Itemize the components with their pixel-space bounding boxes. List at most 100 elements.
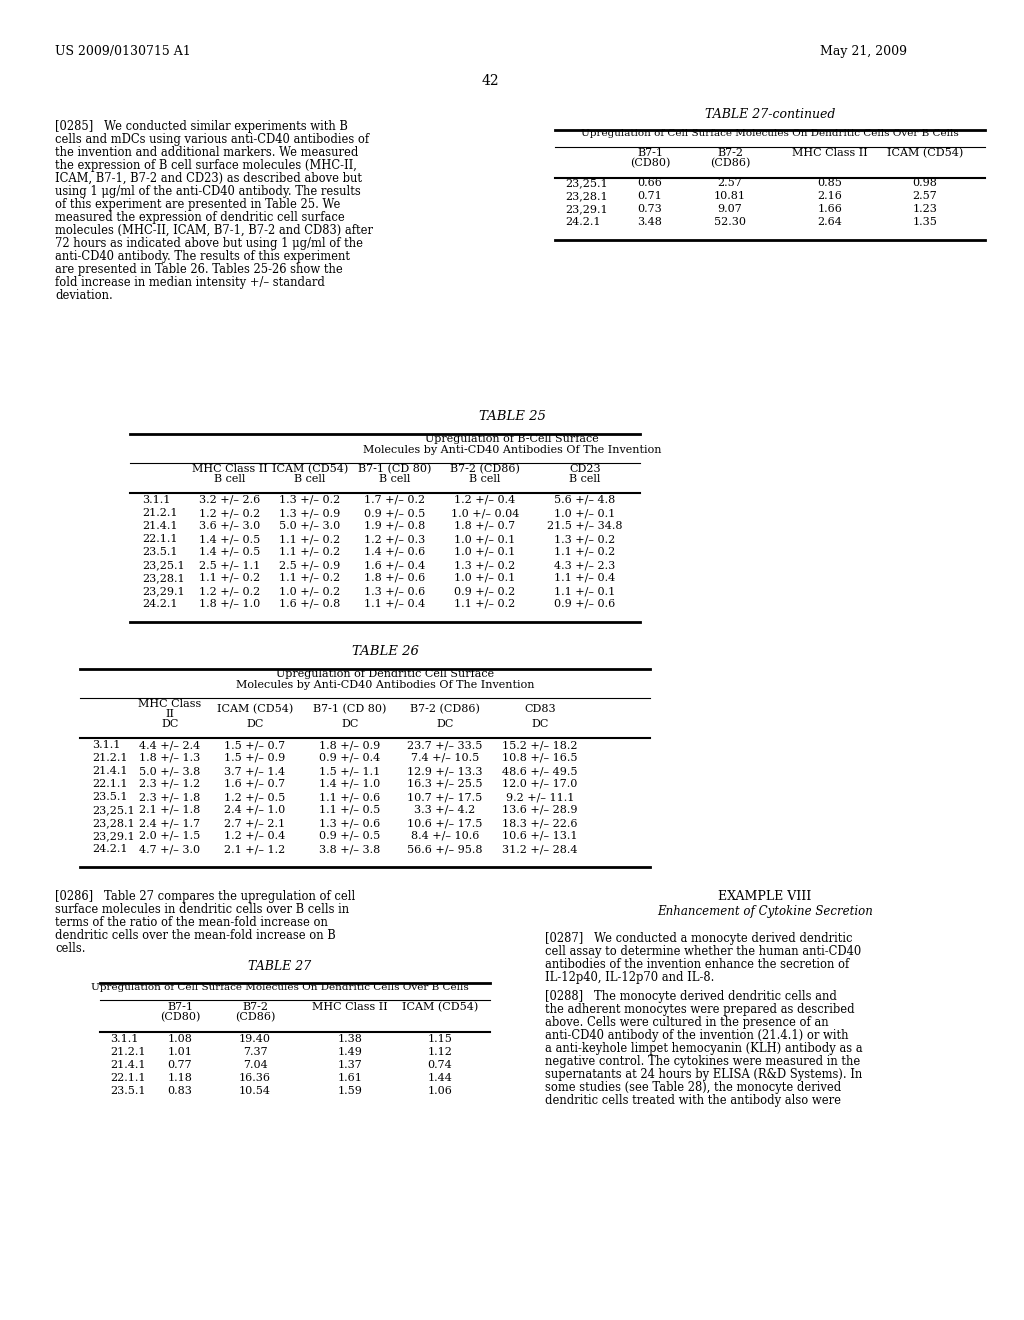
Text: (CD86): (CD86) [234, 1011, 275, 1022]
Text: 1.1 +/– 0.6: 1.1 +/– 0.6 [319, 792, 381, 803]
Text: II: II [166, 709, 174, 719]
Text: B7-2: B7-2 [242, 1002, 268, 1012]
Text: 1.1 +/– 0.2: 1.1 +/– 0.2 [455, 599, 516, 609]
Text: DC: DC [341, 719, 358, 729]
Text: 1.0 +/– 0.1: 1.0 +/– 0.1 [455, 535, 516, 544]
Text: 0.9 +/– 0.5: 0.9 +/– 0.5 [319, 832, 381, 841]
Text: 1.15: 1.15 [428, 1034, 453, 1044]
Text: 1.4 +/– 1.0: 1.4 +/– 1.0 [319, 779, 381, 789]
Text: 2.4 +/– 1.0: 2.4 +/– 1.0 [224, 805, 286, 814]
Text: 24.2.1: 24.2.1 [142, 599, 177, 609]
Text: 7.04: 7.04 [243, 1060, 267, 1071]
Text: 1.2 +/– 0.2: 1.2 +/– 0.2 [200, 508, 261, 517]
Text: 7.37: 7.37 [243, 1047, 267, 1057]
Text: 1.1 +/– 0.5: 1.1 +/– 0.5 [319, 805, 381, 814]
Text: 1.1 +/– 0.2: 1.1 +/– 0.2 [280, 535, 341, 544]
Text: (CD80): (CD80) [630, 157, 670, 168]
Text: 10.6 +/– 13.1: 10.6 +/– 13.1 [502, 832, 578, 841]
Text: 1.23: 1.23 [912, 205, 937, 214]
Text: supernatants at 24 hours by ELISA (R&D Systems). In: supernatants at 24 hours by ELISA (R&D S… [545, 1068, 862, 1081]
Text: 1.2 +/– 0.2: 1.2 +/– 0.2 [200, 586, 261, 597]
Text: EXAMPLE VIII: EXAMPLE VIII [719, 890, 812, 903]
Text: 48.6 +/– 49.5: 48.6 +/– 49.5 [502, 766, 578, 776]
Text: 1.9 +/– 0.8: 1.9 +/– 0.8 [365, 521, 426, 531]
Text: B cell: B cell [379, 474, 411, 484]
Text: 1.2 +/– 0.3: 1.2 +/– 0.3 [365, 535, 426, 544]
Text: B7-1 (CD 80): B7-1 (CD 80) [313, 704, 387, 714]
Text: 5.6 +/– 4.8: 5.6 +/– 4.8 [554, 495, 615, 506]
Text: 12.0 +/– 17.0: 12.0 +/– 17.0 [503, 779, 578, 789]
Text: 23.5.1: 23.5.1 [110, 1086, 145, 1096]
Text: 1.8 +/– 0.7: 1.8 +/– 0.7 [455, 521, 515, 531]
Text: cells and mDCs using various anti-CD40 antibodies of: cells and mDCs using various anti-CD40 a… [55, 133, 369, 147]
Text: 3.1.1: 3.1.1 [92, 741, 121, 750]
Text: 1.3 +/– 0.2: 1.3 +/– 0.2 [455, 560, 516, 570]
Text: 72 hours as indicated above but using 1 μg/ml of the: 72 hours as indicated above but using 1 … [55, 238, 362, 249]
Text: antibodies of the invention enhance the secretion of: antibodies of the invention enhance the … [545, 958, 849, 972]
Text: 1.4 +/– 0.5: 1.4 +/– 0.5 [200, 546, 261, 557]
Text: 9.07: 9.07 [718, 205, 742, 214]
Text: B7-1: B7-1 [637, 148, 663, 158]
Text: CD23: CD23 [569, 465, 601, 474]
Text: 1.59: 1.59 [338, 1086, 362, 1096]
Text: 2.3 +/– 1.8: 2.3 +/– 1.8 [139, 792, 201, 803]
Text: 21.2.1: 21.2.1 [142, 508, 177, 517]
Text: 0.66: 0.66 [638, 178, 663, 187]
Text: 0.9 +/– 0.4: 0.9 +/– 0.4 [319, 752, 381, 763]
Text: 0.85: 0.85 [817, 178, 843, 187]
Text: MHC Class II: MHC Class II [793, 148, 868, 158]
Text: using 1 μg/ml of the anti-CD40 antibody. The results: using 1 μg/ml of the anti-CD40 antibody.… [55, 185, 360, 198]
Text: negative control. The cytokines were measured in the: negative control. The cytokines were mea… [545, 1055, 860, 1068]
Text: 1.5 +/– 0.7: 1.5 +/– 0.7 [224, 741, 286, 750]
Text: dendritic cells over the mean-fold increase on B: dendritic cells over the mean-fold incre… [55, 929, 336, 942]
Text: surface molecules in dendritic cells over B cells in: surface molecules in dendritic cells ove… [55, 903, 349, 916]
Text: 21.2.1: 21.2.1 [92, 752, 128, 763]
Text: B cell: B cell [294, 474, 326, 484]
Text: 10.7 +/– 17.5: 10.7 +/– 17.5 [408, 792, 482, 803]
Text: Molecules by Anti-CD40 Antibodies Of The Invention: Molecules by Anti-CD40 Antibodies Of The… [362, 445, 662, 455]
Text: 0.9 +/– 0.6: 0.9 +/– 0.6 [554, 599, 615, 609]
Text: 56.6 +/– 95.8: 56.6 +/– 95.8 [408, 843, 482, 854]
Text: ICAM, B7-1, B7-2 and CD23) as described above but: ICAM, B7-1, B7-2 and CD23) as described … [55, 172, 362, 185]
Text: MHC Class II: MHC Class II [312, 1002, 388, 1012]
Text: 1.6 +/– 0.7: 1.6 +/– 0.7 [224, 779, 286, 789]
Text: 23,29.1: 23,29.1 [565, 205, 607, 214]
Text: B7-1: B7-1 [167, 1002, 193, 1012]
Text: 3.48: 3.48 [638, 216, 663, 227]
Text: 1.0 +/– 0.1: 1.0 +/– 0.1 [455, 573, 516, 583]
Text: 1.6 +/– 0.8: 1.6 +/– 0.8 [280, 599, 341, 609]
Text: DC: DC [247, 719, 264, 729]
Text: 22.1.1: 22.1.1 [142, 535, 177, 544]
Text: 23,28.1: 23,28.1 [92, 818, 134, 828]
Text: the expression of B cell surface molecules (MHC-II,: the expression of B cell surface molecul… [55, 158, 357, 172]
Text: 21.4.1: 21.4.1 [110, 1060, 145, 1071]
Text: 1.4 +/– 0.5: 1.4 +/– 0.5 [200, 535, 261, 544]
Text: 1.44: 1.44 [428, 1073, 453, 1082]
Text: 4.3 +/– 2.3: 4.3 +/– 2.3 [554, 560, 615, 570]
Text: 0.83: 0.83 [168, 1086, 193, 1096]
Text: dendritic cells treated with the antibody also were: dendritic cells treated with the antibod… [545, 1094, 841, 1107]
Text: Enhancement of Cytokine Secretion: Enhancement of Cytokine Secretion [657, 906, 872, 917]
Text: 18.3 +/– 22.6: 18.3 +/– 22.6 [502, 818, 578, 828]
Text: 1.3 +/– 0.2: 1.3 +/– 0.2 [554, 535, 615, 544]
Text: 10.54: 10.54 [239, 1086, 271, 1096]
Text: 3.7 +/– 1.4: 3.7 +/– 1.4 [224, 766, 286, 776]
Text: molecules (MHC-II, ICAM, B7-1, B7-2 and CD83) after: molecules (MHC-II, ICAM, B7-1, B7-2 and … [55, 224, 373, 238]
Text: 2.4 +/– 1.7: 2.4 +/– 1.7 [139, 818, 201, 828]
Text: 1.49: 1.49 [338, 1047, 362, 1057]
Text: 7.4 +/– 10.5: 7.4 +/– 10.5 [411, 752, 479, 763]
Text: DC: DC [436, 719, 454, 729]
Text: 1.38: 1.38 [338, 1034, 362, 1044]
Text: 1.1 +/– 0.2: 1.1 +/– 0.2 [200, 573, 261, 583]
Text: 21.2.1: 21.2.1 [110, 1047, 145, 1057]
Text: B7-2 (CD86): B7-2 (CD86) [451, 463, 520, 474]
Text: DC: DC [531, 719, 549, 729]
Text: 1.8 +/– 0.6: 1.8 +/– 0.6 [365, 573, 426, 583]
Text: 1.7 +/– 0.2: 1.7 +/– 0.2 [365, 495, 426, 506]
Text: 4.4 +/– 2.4: 4.4 +/– 2.4 [139, 741, 201, 750]
Text: the adherent monocytes were prepared as described: the adherent monocytes were prepared as … [545, 1003, 855, 1016]
Text: B7-2 (CD86): B7-2 (CD86) [410, 704, 480, 714]
Text: 5.0 +/– 3.0: 5.0 +/– 3.0 [280, 521, 341, 531]
Text: anti-CD40 antibody. The results of this experiment: anti-CD40 antibody. The results of this … [55, 249, 350, 263]
Text: [0286]   Table 27 compares the upregulation of cell: [0286] Table 27 compares the upregulatio… [55, 890, 355, 903]
